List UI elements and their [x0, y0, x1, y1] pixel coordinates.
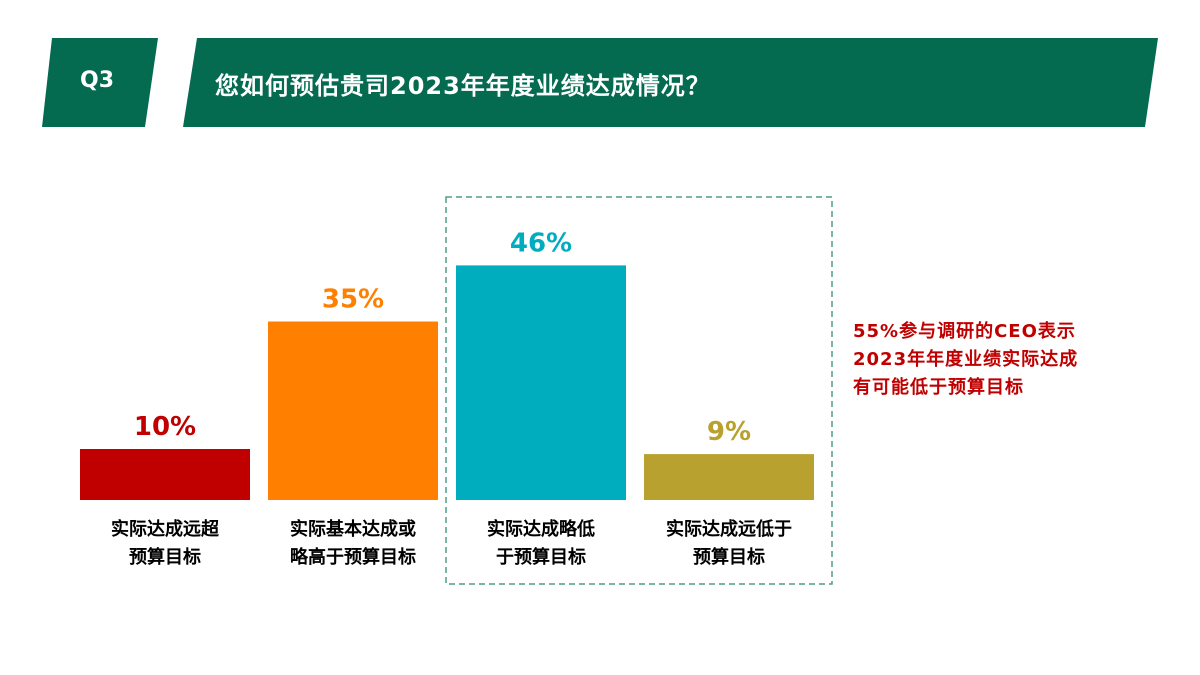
bar [456, 265, 626, 500]
category-label: 略高于预算目标 [290, 546, 416, 568]
category-label: 预算目标 [129, 546, 201, 568]
data-label: 10% [134, 412, 196, 442]
category-label: 实际基本达成或 [290, 518, 416, 540]
category-label: 实际达成略低 [487, 518, 595, 540]
category-label: 实际达成远超 [111, 518, 220, 540]
data-label: 35% [322, 285, 384, 315]
highlight-box [445, 196, 833, 585]
bar [268, 321, 438, 500]
category-label: 于预算目标 [496, 546, 586, 568]
title-bar-bg [183, 38, 1158, 127]
header-banner [42, 38, 1158, 127]
bar [644, 454, 814, 500]
page-title: 您如何预估贵司2023年年度业绩达成情况？ [215, 72, 711, 100]
question-number: Q3 [80, 68, 115, 93]
category-label: 实际达成远低于 [666, 518, 792, 540]
data-label: 46% [510, 228, 572, 258]
data-label: 9% [707, 417, 751, 447]
category-label: 预算目标 [693, 546, 765, 568]
bar [80, 449, 250, 500]
annotation-note: 55%参与调研的CEO表示2023年年度业绩实际达成有可能低于预算目标 [853, 321, 1079, 398]
question-badge-bg [42, 38, 158, 127]
